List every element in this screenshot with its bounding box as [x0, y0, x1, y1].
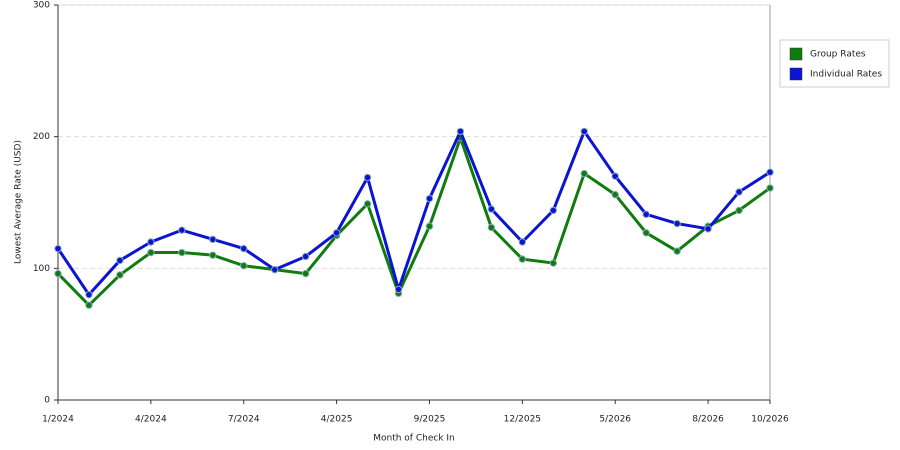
data-point	[456, 127, 465, 136]
data-point	[209, 235, 217, 244]
data-point	[518, 238, 527, 246]
series-line	[56, 129, 771, 297]
x-tick-label: 5/2026	[599, 415, 631, 425]
data-point	[85, 290, 93, 299]
data-point	[209, 251, 217, 259]
data-point	[766, 184, 774, 192]
x-tick-label: 12/2025	[504, 415, 541, 425]
x-tick-label: 10/2026	[751, 415, 789, 425]
data-point	[487, 205, 496, 213]
data-point	[240, 262, 248, 270]
x-tick-label: 9/2025	[414, 415, 446, 425]
data-point	[704, 225, 712, 233]
data-point	[425, 222, 434, 230]
data-point	[394, 285, 403, 294]
data-point	[85, 301, 93, 309]
data-point	[363, 200, 372, 208]
y-tick-label: 0	[44, 396, 50, 406]
y-tick-label: 300	[33, 1, 50, 11]
data-point	[54, 269, 62, 278]
x-axis-title: Month of Check In	[373, 434, 455, 444]
x-tick-label: 8/2026	[692, 415, 724, 425]
y-tick-label: 200	[33, 132, 50, 142]
data-point	[270, 265, 279, 274]
data-point	[580, 169, 588, 178]
data-point	[735, 188, 743, 196]
data-point	[518, 255, 527, 263]
data-point	[147, 238, 155, 246]
data-point	[673, 219, 681, 228]
data-point	[425, 194, 434, 203]
legend-label: Group Rates	[810, 50, 866, 60]
data-point	[116, 271, 124, 279]
data-point	[178, 226, 186, 234]
data-point	[301, 252, 310, 261]
legend-label: Individual Rates	[810, 70, 882, 80]
data-point	[642, 210, 650, 219]
series-line	[56, 136, 771, 307]
x-tick-label: 4/2024	[135, 415, 167, 425]
data-point	[611, 172, 619, 180]
data-point	[54, 244, 62, 253]
y-tick-label: 100	[33, 264, 50, 274]
y-axis-title: Lowest Average Rate (USD)	[14, 140, 24, 264]
data-point	[147, 248, 155, 257]
x-tick-label: 4/2025	[321, 415, 353, 425]
data-point	[580, 127, 588, 136]
data-point	[363, 173, 372, 182]
data-point	[735, 206, 743, 215]
data-point	[178, 248, 186, 257]
data-point	[487, 223, 496, 232]
data-point	[549, 206, 558, 215]
data-point	[673, 247, 681, 255]
data-point	[116, 256, 124, 265]
data-point	[301, 269, 310, 278]
data-point	[766, 168, 774, 176]
x-tick-label: 1/2024	[42, 415, 74, 425]
data-point	[332, 229, 341, 237]
legend-swatch	[789, 47, 803, 61]
data-point	[642, 229, 650, 237]
legend-swatch	[789, 67, 803, 81]
data-point	[549, 259, 558, 267]
x-tick-label: 7/2024	[228, 415, 260, 425]
data-point	[240, 244, 248, 253]
data-point	[611, 190, 619, 199]
